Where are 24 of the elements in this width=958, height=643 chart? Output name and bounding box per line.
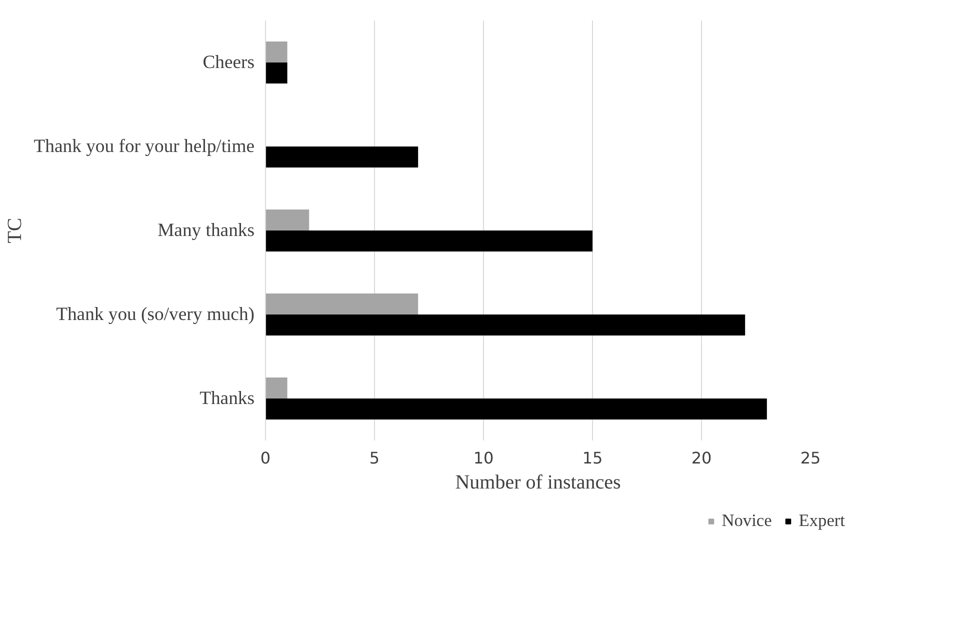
x-tick-label: 5 bbox=[369, 448, 380, 468]
bar bbox=[266, 378, 288, 398]
bar bbox=[266, 230, 592, 252]
legend-label: Novice bbox=[722, 511, 772, 531]
x-axis-title: Number of instances bbox=[455, 472, 621, 494]
x-tick-label: 15 bbox=[582, 448, 603, 468]
bar bbox=[266, 294, 418, 314]
y-axis-title: TC bbox=[4, 218, 26, 244]
bar bbox=[266, 314, 746, 336]
bar bbox=[266, 62, 288, 84]
bar bbox=[266, 146, 418, 168]
y-tick-label: Cheers bbox=[202, 52, 255, 73]
x-tick-label: 25 bbox=[800, 448, 821, 468]
bar bbox=[266, 398, 767, 420]
y-tick-label: Thanks bbox=[200, 388, 254, 409]
bar bbox=[266, 210, 310, 230]
x-tick-label: 10 bbox=[473, 448, 494, 468]
y-tick-label: Thank you (so/very much) bbox=[56, 304, 255, 325]
x-tick-label: 20 bbox=[691, 448, 712, 468]
y-tick-label: Thank you for your help/time bbox=[34, 136, 255, 157]
y-tick-label: Many thanks bbox=[158, 220, 255, 241]
x-tick-label: 0 bbox=[260, 448, 271, 468]
bar bbox=[266, 42, 288, 62]
legend-label: Expert bbox=[798, 511, 845, 531]
